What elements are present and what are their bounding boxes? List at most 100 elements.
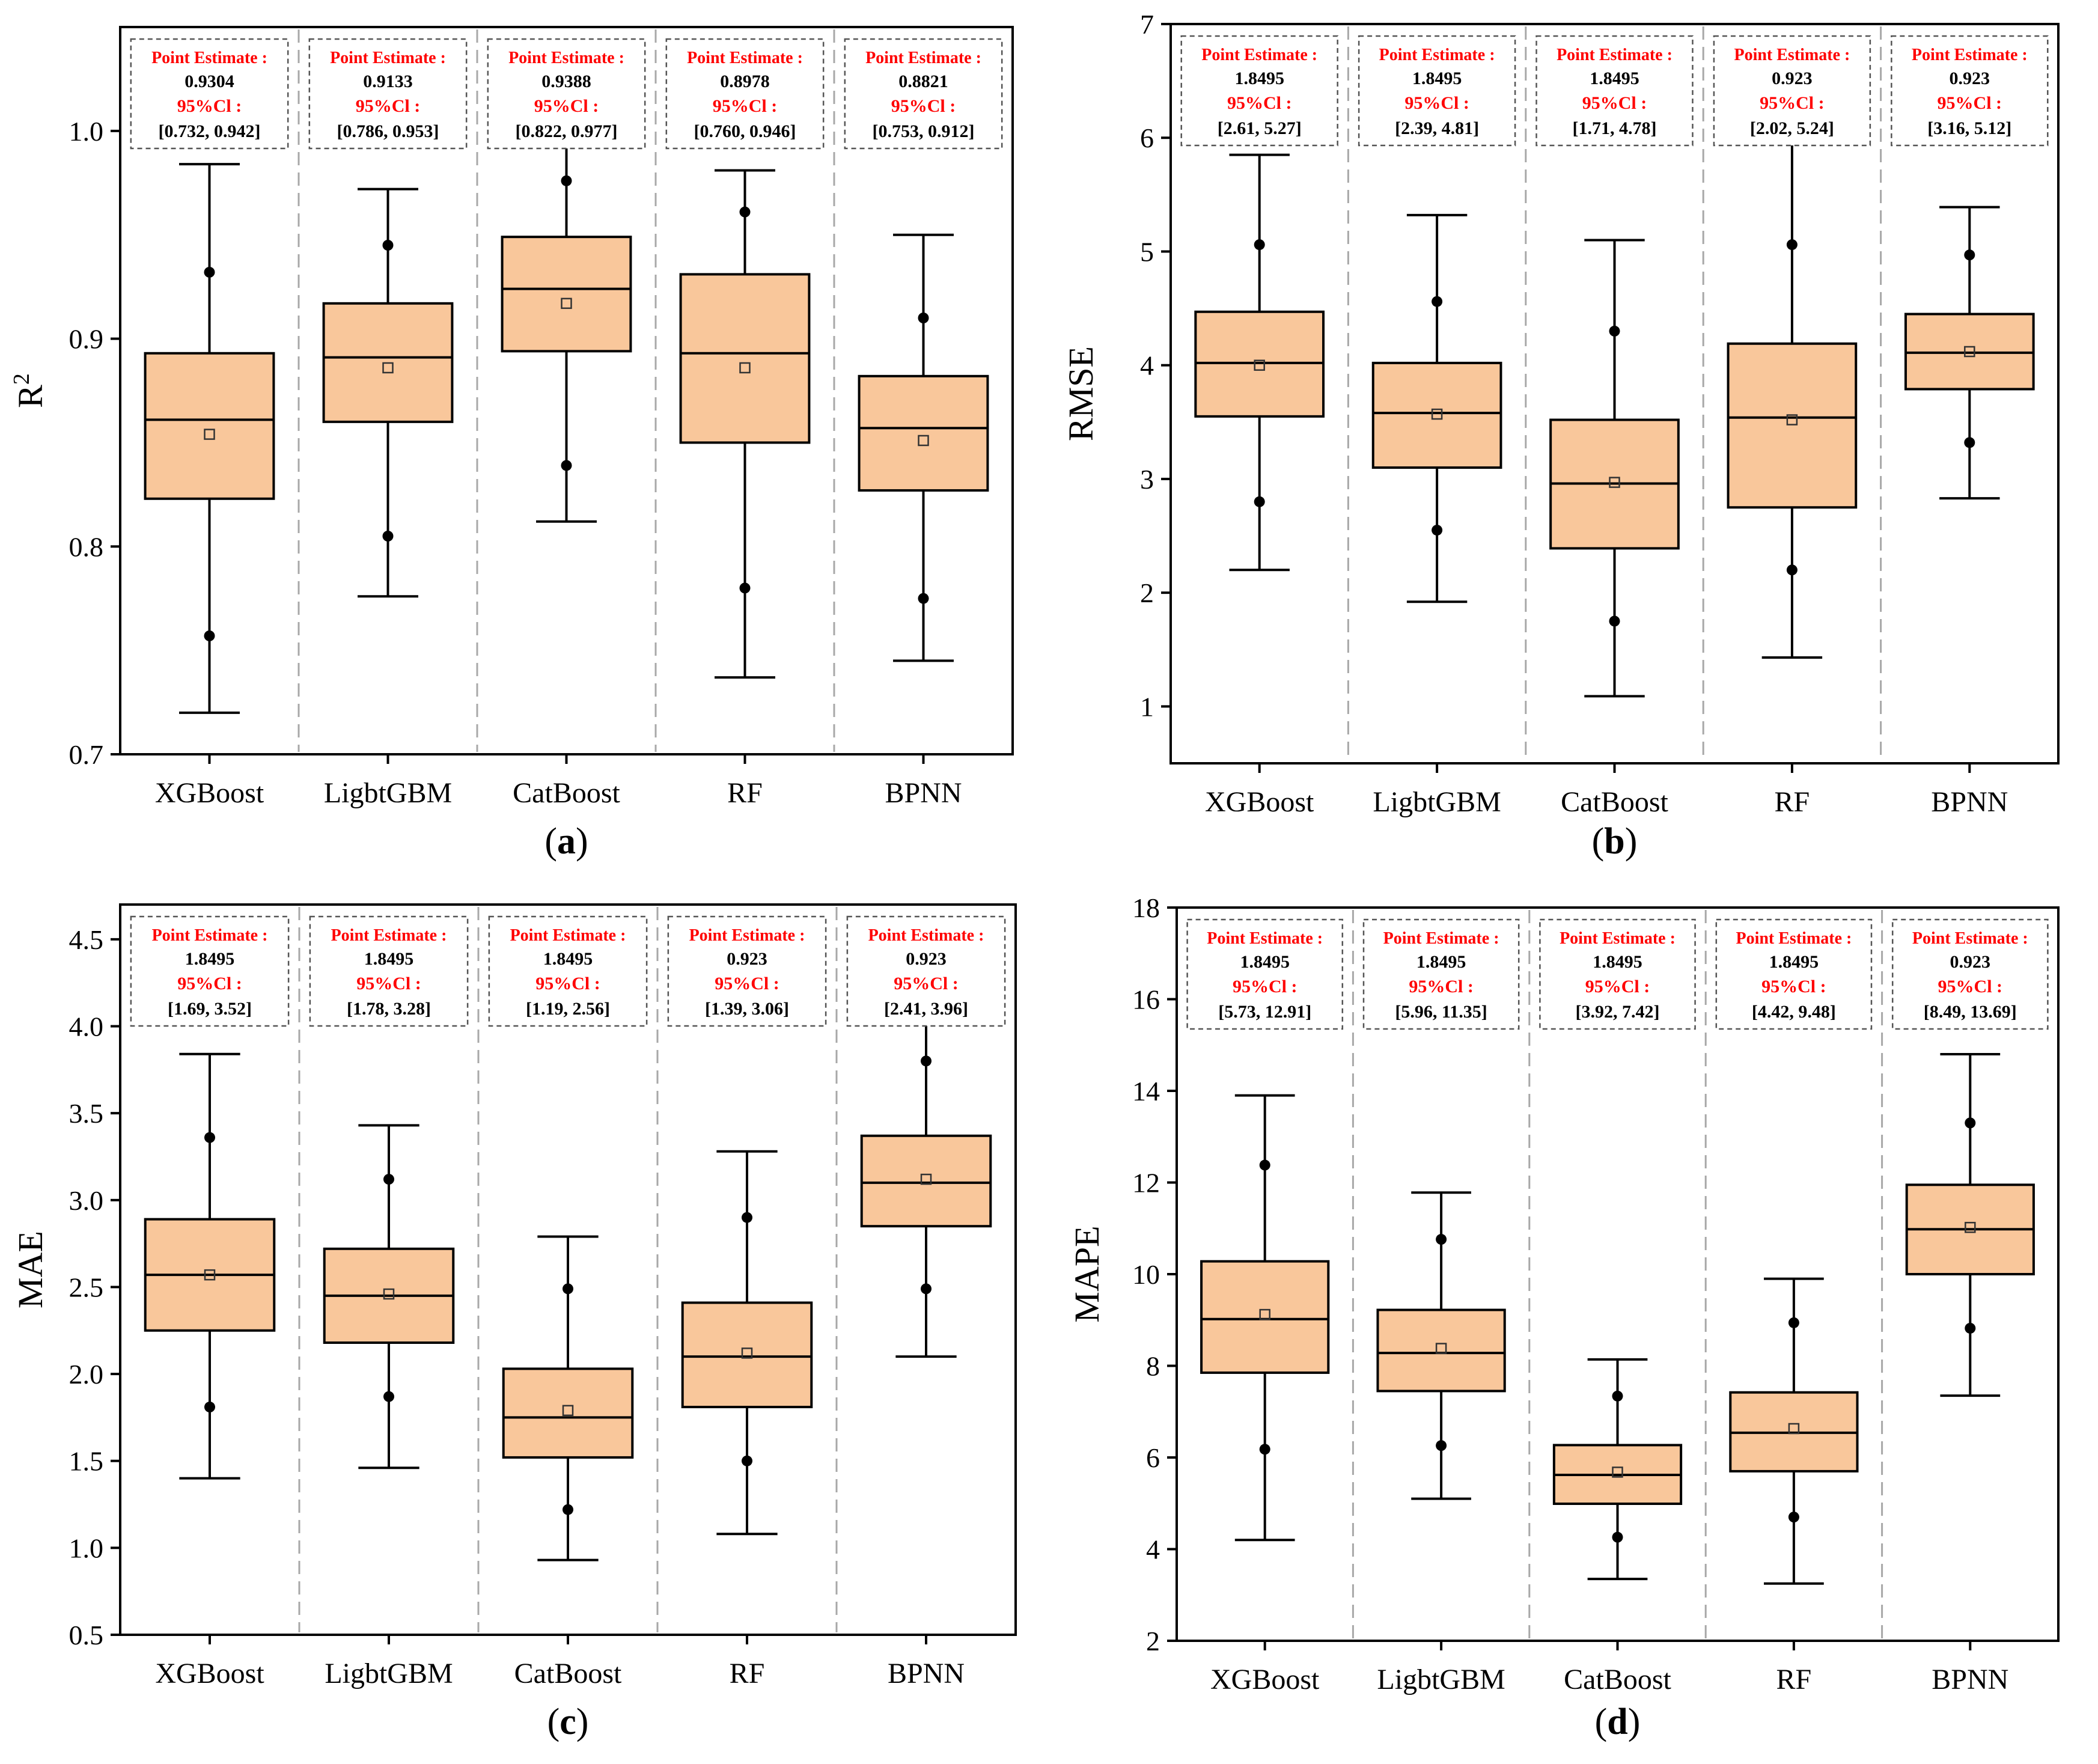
ci-value: [2.39, 4.81] bbox=[1395, 118, 1479, 138]
ci-label: 95%Cl : bbox=[534, 96, 599, 116]
stats-annotation: Point Estimate : 0.923 95%Cl : [2.41, 3.96] bbox=[846, 915, 1006, 1027]
annotation-frame bbox=[846, 915, 1006, 1027]
point-estimate-label: Point Estimate : bbox=[868, 926, 984, 945]
y-tick-label: 4.5 bbox=[69, 924, 104, 955]
ci-label: 95%Cl : bbox=[1938, 93, 2002, 113]
percentile-high-dot bbox=[1964, 249, 1975, 261]
y-tick-label: 6 bbox=[1146, 1442, 1160, 1473]
x-tick-label: CatBoost bbox=[514, 1658, 622, 1689]
ci-label: 95%Cl : bbox=[535, 974, 600, 993]
x-tick-label: CatBoost bbox=[513, 777, 620, 809]
y-tick-label: 8 bbox=[1146, 1351, 1160, 1382]
y-tick-label: 3.5 bbox=[69, 1098, 104, 1129]
percentile-low-dot bbox=[1432, 525, 1443, 536]
iqr-box bbox=[501, 236, 632, 353]
ci-label: 95%Cl : bbox=[1582, 93, 1647, 113]
annotation-frame bbox=[487, 38, 646, 150]
x-tick-label: XGBoost bbox=[155, 1658, 264, 1689]
point-estimate-label: Point Estimate : bbox=[151, 49, 267, 67]
percentile-low-dot bbox=[1786, 564, 1798, 576]
y-tick-label: 14 bbox=[1132, 1076, 1160, 1106]
stats-annotation: Point Estimate : 1.8495 95%Cl : [2.39, 4.81… bbox=[1358, 35, 1516, 147]
x-tick-label: BPNN bbox=[1931, 786, 2008, 818]
stats-annotation: Point Estimate : 0.9304 95%Cl : [0.732, 0.9… bbox=[130, 38, 289, 150]
ci-label: 95%Cl : bbox=[715, 974, 779, 993]
mean-marker bbox=[383, 1288, 395, 1300]
point-estimate-label: Point Estimate : bbox=[1736, 929, 1852, 948]
ci-value: [1.39, 3.06] bbox=[705, 999, 789, 1019]
ci-label: 95%Cl : bbox=[1761, 977, 1826, 996]
point-estimate-label: Point Estimate : bbox=[1912, 46, 2028, 64]
percentile-low-dot bbox=[918, 593, 929, 604]
point-estimate-label: Point Estimate : bbox=[1207, 929, 1323, 948]
point-estimate-value: 0.923 bbox=[1950, 952, 1991, 972]
annotation-frame bbox=[1358, 35, 1516, 147]
annotation-frame bbox=[1715, 918, 1873, 1030]
box-bpnn bbox=[858, 233, 989, 662]
panel-label: (d) bbox=[1595, 1701, 1641, 1742]
ci-label: 95%Cl : bbox=[1409, 977, 1474, 996]
percentile-low-dot bbox=[1609, 615, 1620, 627]
point-estimate-label: Point Estimate : bbox=[1557, 46, 1673, 64]
point-estimate-label: Point Estimate : bbox=[865, 49, 981, 67]
y-axis-label: RMSE bbox=[1061, 346, 1100, 441]
point-estimate-label: Point Estimate : bbox=[152, 926, 268, 945]
percentile-high-dot bbox=[1254, 239, 1265, 251]
stats-annotation: Point Estimate : 0.923 95%Cl : [3.16, 5.12] bbox=[1891, 35, 2049, 147]
box-ligbtgbm bbox=[1371, 213, 1502, 603]
y-tick-label: 0.9 bbox=[69, 324, 104, 355]
percentile-high-dot bbox=[382, 240, 394, 251]
annotation-frame bbox=[1180, 35, 1338, 147]
y-axis-label: MAPE bbox=[1067, 1225, 1106, 1322]
percentile-low-dot bbox=[1259, 1444, 1270, 1455]
x-tick-label: BPNN bbox=[1932, 1664, 2008, 1695]
ci-value: [5.73, 12.91] bbox=[1218, 1002, 1311, 1022]
stats-annotation: Point Estimate : 1.8495 95%Cl : [5.73, 12.9… bbox=[1186, 918, 1344, 1030]
y-tick-label: 2 bbox=[1140, 578, 1154, 608]
annotation-frame bbox=[667, 915, 827, 1027]
mean-marker bbox=[1431, 408, 1443, 420]
mean-marker bbox=[739, 362, 751, 374]
point-estimate-value: 1.8495 bbox=[364, 949, 414, 969]
x-tick-label: XGBoost bbox=[155, 777, 264, 809]
y-tick-label: 2.5 bbox=[69, 1272, 104, 1302]
y-tick-label: 0.5 bbox=[69, 1620, 104, 1650]
mean-marker bbox=[741, 1347, 753, 1359]
percentile-high-dot bbox=[1786, 239, 1798, 251]
x-tick-label: RF bbox=[730, 1658, 765, 1689]
point-estimate-value: 0.9133 bbox=[363, 72, 413, 91]
percentile-high-dot bbox=[383, 1174, 394, 1185]
percentile-high-dot bbox=[1436, 1234, 1447, 1245]
box-rf bbox=[679, 169, 811, 679]
box-xgboost bbox=[144, 1052, 276, 1480]
box-catboost bbox=[1549, 239, 1680, 698]
panel-4: 2 4 6 8 10 12 14 16 18 MAPE XGBoost Point Estimate … bbox=[1067, 893, 2060, 1742]
percentile-low-dot bbox=[1964, 437, 1975, 448]
box-bpnn bbox=[1904, 206, 2035, 500]
iqr-box bbox=[502, 1367, 634, 1459]
mean-marker bbox=[1254, 359, 1265, 371]
box-xgboost bbox=[1200, 1094, 1330, 1542]
x-tick-label: RF bbox=[727, 777, 763, 809]
mean-marker bbox=[1612, 1466, 1623, 1478]
point-estimate-value: 0.9388 bbox=[541, 72, 591, 91]
box-rf bbox=[1727, 136, 1858, 659]
percentile-high-dot bbox=[921, 1055, 932, 1067]
mean-marker bbox=[1786, 414, 1798, 426]
percentile-high-dot bbox=[204, 1132, 215, 1143]
ci-value: [0.760, 0.946] bbox=[694, 121, 796, 141]
x-tick-label: CatBoost bbox=[1561, 786, 1668, 818]
percentile-high-dot bbox=[1609, 325, 1620, 337]
x-tick-label: LigbtGBM bbox=[324, 777, 452, 809]
iqr-box bbox=[1371, 361, 1502, 469]
point-estimate-label: Point Estimate : bbox=[1201, 46, 1317, 64]
ci-label: 95%Cl : bbox=[1404, 93, 1469, 113]
box-ligbtgbm bbox=[1376, 1191, 1506, 1500]
y-tick-label: 18 bbox=[1132, 893, 1160, 923]
x-tick-label: LigbtGBM bbox=[1377, 1664, 1505, 1695]
y-tick-label: 2.0 bbox=[69, 1359, 104, 1390]
point-estimate-label: Point Estimate : bbox=[1379, 46, 1495, 64]
box-bpnn bbox=[860, 1011, 992, 1358]
mean-marker bbox=[1788, 1423, 1800, 1435]
percentile-high-dot bbox=[1788, 1317, 1799, 1328]
